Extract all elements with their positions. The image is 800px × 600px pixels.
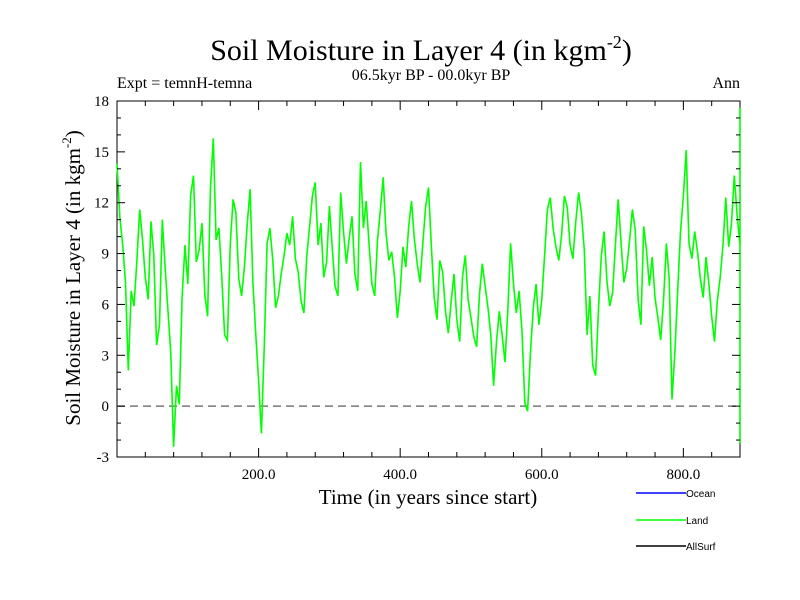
subtitle-experiment: Expt = temnH-temna bbox=[117, 75, 252, 92]
chart-title-close: ) bbox=[622, 34, 632, 67]
chart-title: Soil Moisture in Layer 4 (in kgm-2) bbox=[210, 32, 632, 67]
plot-frame bbox=[116, 100, 741, 458]
y-axis-label: Soil Moisture in Layer 4 (in kgm-2) bbox=[59, 130, 85, 425]
y-tick-label: 6 bbox=[102, 297, 110, 313]
y-axis-label-superscript: -2 bbox=[59, 137, 74, 148]
x-axis-ticks: 200.0 400.0 600.0 800.0 bbox=[144, 101, 713, 483]
y-axis-ticks: -3 0 3 6 9 12 15 18 bbox=[94, 94, 740, 466]
y-tick-label: 15 bbox=[94, 145, 109, 161]
subtitle-season: Ann bbox=[712, 75, 740, 92]
x-tick-label: 400.0 bbox=[383, 467, 417, 483]
x-tick-label: 800.0 bbox=[666, 467, 700, 483]
chart-title-superscript: -2 bbox=[607, 32, 622, 52]
y-tick-label: 18 bbox=[94, 94, 109, 110]
x-tick-label: 600.0 bbox=[525, 467, 559, 483]
legend-label-allsurf: AllSurf bbox=[686, 542, 716, 553]
legend-label-ocean: Ocean bbox=[686, 489, 715, 500]
y-tick-label: 0 bbox=[102, 399, 110, 415]
y-tick-label: 9 bbox=[102, 247, 110, 263]
y-tick-label: 12 bbox=[94, 196, 109, 212]
subtitle-period: 06.5kyr BP - 00.0kyr BP bbox=[352, 67, 511, 84]
legend: Ocean Land AllSurf bbox=[636, 489, 716, 553]
series-line-land bbox=[116, 107, 741, 447]
y-tick-label: 3 bbox=[102, 348, 110, 364]
x-tick-label: 200.0 bbox=[242, 467, 276, 483]
y-tick-label: -3 bbox=[97, 450, 110, 466]
x-axis-label: Time (in years since start) bbox=[319, 485, 538, 509]
y-axis-label-close: ) bbox=[61, 130, 85, 137]
legend-label-land: Land bbox=[686, 516, 708, 527]
